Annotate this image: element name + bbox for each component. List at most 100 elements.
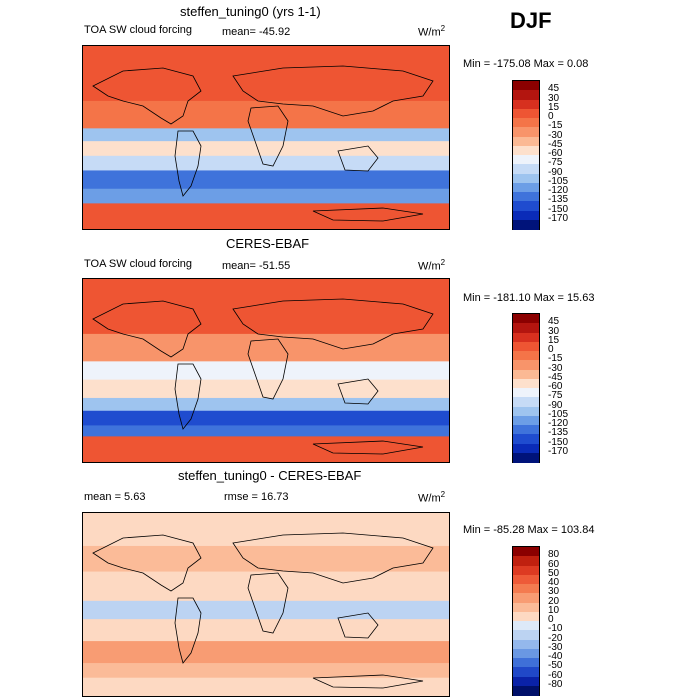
- panel-3-colorbar-ticks: 80 60 50 40 30 20 10 0 -10 -20 -30 -40 -50 -60 -80: [548, 546, 588, 694]
- colorbar-swatch: [513, 81, 539, 91]
- colorbar-swatch: [513, 323, 539, 333]
- colorbar-tick-label: -75: [548, 157, 563, 169]
- coastline: [312, 440, 424, 455]
- colorbar-swatch: [513, 378, 539, 389]
- map-field-band: [83, 663, 449, 679]
- colorbar-tick-label: 20: [548, 595, 560, 607]
- colorbar-tick-label: -15: [548, 353, 563, 365]
- map-field-band: [83, 46, 449, 102]
- colorbar-tick-label: 45: [548, 316, 560, 328]
- season-label: DJF: [510, 8, 552, 33]
- colorbar-tick-label: -20: [548, 632, 563, 644]
- panel-1-units: W/m2: [418, 24, 446, 39]
- colorbar-tick-label: -120: [548, 185, 569, 196]
- panel-2-units: W/m2: [418, 258, 446, 273]
- map-field-band: [83, 361, 449, 381]
- colorbar-swatch: [513, 118, 539, 128]
- map-field-band: [83, 410, 449, 426]
- colorbar-swatch: [513, 406, 539, 417]
- colorbar-tick-label: 60: [548, 558, 560, 570]
- map-field-band: [83, 128, 449, 142]
- map-field-band: [83, 141, 449, 157]
- colorbar-tick-label: 40: [548, 577, 560, 588]
- map-field-band: [83, 397, 449, 412]
- coastline: [312, 674, 424, 689]
- colorbar-tick-label: 80: [548, 549, 560, 561]
- colorbar-swatch: [513, 341, 539, 352]
- colorbar-swatch: [513, 210, 539, 221]
- colorbar-swatch: [513, 574, 539, 585]
- colorbar-tick-label: -170: [548, 212, 569, 224]
- coastline: [232, 298, 434, 350]
- colorbar-tick-label: 0: [548, 344, 554, 355]
- colorbar-tick-label: 0: [548, 614, 554, 625]
- panel-2-map: [82, 278, 450, 463]
- colorbar-tick-label: -75: [548, 390, 563, 402]
- colorbar-swatch: [513, 584, 539, 594]
- map-field-band: [83, 333, 449, 362]
- panel-3-mean: mean = 5.63: [84, 491, 146, 503]
- panel-3-units: W/m2: [418, 490, 446, 505]
- panel-3-rmse: rmse = 16.73: [224, 491, 289, 503]
- map-field-band: [83, 379, 449, 399]
- coastline: [174, 597, 202, 664]
- colorbar-swatch: [513, 556, 539, 566]
- panel-1-minmax: Min = -175.08 Max = 0.08: [463, 58, 589, 70]
- colorbar-tick-label: -90: [548, 166, 563, 178]
- colorbar-swatch: [513, 593, 539, 603]
- colorbar-swatch: [513, 602, 539, 613]
- colorbar-swatch: [513, 90, 539, 100]
- coastline: [247, 105, 289, 167]
- colorbar-swatch: [513, 314, 539, 324]
- colorbar-tick-label: -15: [548, 120, 563, 132]
- map-field-band: [83, 571, 449, 602]
- map-field-band: [83, 170, 449, 190]
- colorbar-tick-label: -30: [548, 129, 563, 141]
- map-field-band: [83, 513, 449, 547]
- colorbar-tick-label: 15: [548, 101, 560, 113]
- colorbar-swatch: [513, 201, 539, 211]
- colorbar-tick-label: -10: [548, 623, 563, 635]
- map-field-band: [83, 545, 449, 573]
- coastline: [174, 363, 202, 430]
- panel-2-minmax: Min = -181.10 Max = 15.63: [463, 292, 595, 304]
- colorbar-tick-label: -150: [548, 436, 569, 448]
- colorbar-swatch: [513, 127, 539, 137]
- panel-3-colorbar: [512, 546, 540, 696]
- colorbar-swatch: [513, 658, 539, 668]
- map-field-band: [83, 203, 449, 229]
- colorbar-swatch: [513, 108, 539, 119]
- colorbar-tick-label: -150: [548, 203, 569, 215]
- panel-1-map: [82, 45, 450, 230]
- panel-1-title: steffen_tuning0 (yrs 1-1): [180, 4, 321, 19]
- colorbar-tick-label: -40: [548, 651, 563, 662]
- colorbar-swatch: [513, 145, 539, 156]
- colorbar-tick-label: 15: [548, 334, 560, 346]
- colorbar-tick-label: -50: [548, 660, 563, 672]
- colorbar-swatch: [513, 332, 539, 343]
- colorbar-swatch: [513, 667, 539, 677]
- colorbar-tick-label: 0: [548, 111, 554, 122]
- panel-1-colorbar: [512, 80, 540, 230]
- colorbar-tick-label: -120: [548, 418, 569, 429]
- panel-3-map: [82, 512, 450, 697]
- map-field-band: [83, 619, 449, 642]
- colorbar-tick-label: -60: [548, 148, 563, 159]
- panel-2-mean: mean= -51.55: [222, 260, 291, 272]
- map-field-band: [83, 641, 449, 664]
- colorbar-tick-label: 30: [548, 586, 560, 598]
- colorbar-tick-label: -30: [548, 641, 563, 653]
- coastline: [92, 534, 202, 592]
- colorbar-swatch: [513, 388, 539, 398]
- map-field-band: [83, 155, 449, 171]
- coastline: [247, 338, 289, 400]
- colorbar-tick-label: -30: [548, 362, 563, 374]
- colorbar-tick-label: 10: [548, 604, 560, 616]
- colorbar-swatch: [513, 136, 539, 147]
- colorbar-swatch: [513, 415, 539, 426]
- colorbar-swatch: [513, 434, 539, 444]
- colorbar-swatch: [513, 182, 539, 193]
- panel-3-title: steffen_tuning0 - CERES-EBAF: [178, 468, 362, 483]
- colorbar-tick-label: -45: [548, 138, 563, 150]
- colorbar-swatch: [513, 192, 539, 202]
